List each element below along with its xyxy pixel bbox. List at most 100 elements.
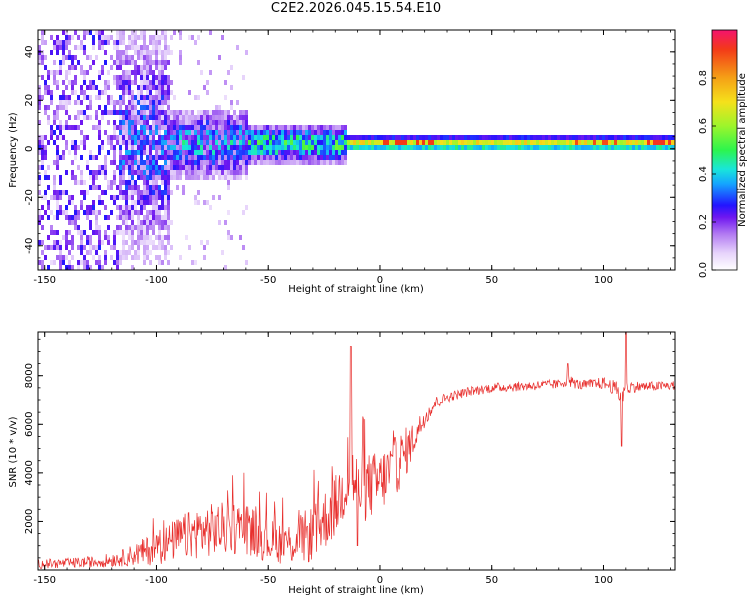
heatmap-cell bbox=[125, 145, 128, 150]
heatmap-cell bbox=[89, 95, 92, 100]
heatmap-cell bbox=[401, 145, 404, 150]
page-title: C2E2.2026.045.15.54.E10 bbox=[270, 1, 442, 16]
heatmap-cell bbox=[266, 125, 269, 130]
heatmap-cell bbox=[188, 145, 191, 150]
heatmap-cell bbox=[158, 225, 161, 230]
heatmap-cell bbox=[203, 140, 206, 145]
heatmap-cell bbox=[338, 150, 341, 155]
heatmap-cell bbox=[167, 260, 170, 265]
heatmap-cell bbox=[95, 125, 98, 130]
heatmap-cell bbox=[248, 130, 251, 135]
heatmap-cell bbox=[173, 165, 176, 170]
heatmap-cell bbox=[65, 45, 68, 50]
heatmap-cell bbox=[122, 195, 125, 200]
heatmap-cell bbox=[158, 155, 161, 160]
heatmap-cell bbox=[134, 140, 137, 145]
heatmap-cell bbox=[152, 70, 155, 75]
heatmap-cell bbox=[173, 175, 176, 180]
heatmap-cell bbox=[293, 145, 296, 150]
heatmap-cell bbox=[284, 140, 287, 145]
heatmap-cell bbox=[53, 160, 56, 165]
heatmap-cell bbox=[128, 145, 131, 150]
heatmap-cell bbox=[275, 160, 278, 165]
heatmap-cell bbox=[194, 95, 197, 100]
heatmap-cell bbox=[122, 55, 125, 60]
heatmap-cell bbox=[134, 125, 137, 130]
heatmap-cell bbox=[65, 120, 68, 125]
heatmap-cell bbox=[167, 160, 170, 165]
heatmap-cell bbox=[155, 105, 158, 110]
heatmap-cell bbox=[470, 140, 473, 145]
heatmap-cell bbox=[242, 140, 245, 145]
heatmap-cell bbox=[446, 140, 449, 145]
heatmap-cell bbox=[119, 210, 122, 215]
heatmap-cell bbox=[116, 255, 119, 260]
spectrogram-y-tick-label: 40 bbox=[24, 45, 35, 58]
heatmap-cell bbox=[95, 250, 98, 255]
heatmap-cell bbox=[239, 110, 242, 115]
heatmap-cell bbox=[62, 105, 65, 110]
heatmap-cell bbox=[332, 145, 335, 150]
heatmap-cell bbox=[143, 60, 146, 65]
heatmap-cell bbox=[65, 100, 68, 105]
heatmap-cell bbox=[83, 95, 86, 100]
spectrogram-x-tick-label: -150 bbox=[33, 275, 56, 286]
heatmap-cell bbox=[38, 220, 41, 225]
heatmap-cell bbox=[374, 140, 377, 145]
colorbar-label: Normalized spectral amplitude bbox=[737, 73, 748, 227]
heatmap-cell bbox=[119, 150, 122, 155]
heatmap-cell bbox=[251, 145, 254, 150]
heatmap-cell bbox=[206, 140, 209, 145]
heatmap-cell bbox=[152, 195, 155, 200]
heatmap-cell bbox=[155, 220, 158, 225]
heatmap-cell bbox=[164, 60, 167, 65]
heatmap-cell bbox=[122, 75, 125, 80]
heatmap-cell bbox=[272, 135, 275, 140]
heatmap-cell bbox=[158, 235, 161, 240]
heatmap-cell bbox=[164, 50, 167, 55]
heatmap-cell bbox=[83, 210, 86, 215]
heatmap-cell bbox=[110, 210, 113, 215]
heatmap-cell bbox=[41, 135, 44, 140]
heatmap-cell bbox=[116, 140, 119, 145]
heatmap-cell bbox=[245, 175, 248, 180]
heatmap-cell bbox=[68, 40, 71, 45]
heatmap-cell bbox=[206, 110, 209, 115]
heatmap-cell bbox=[452, 135, 455, 140]
heatmap-cell bbox=[509, 135, 512, 140]
heatmap-cell bbox=[74, 65, 77, 70]
heatmap-cell bbox=[101, 170, 104, 175]
heatmap-cell bbox=[113, 195, 116, 200]
heatmap-cell bbox=[161, 75, 164, 80]
heatmap-cell bbox=[125, 205, 128, 210]
heatmap-cell bbox=[338, 135, 341, 140]
heatmap-cell bbox=[206, 90, 209, 95]
heatmap-cell bbox=[137, 70, 140, 75]
heatmap-cell bbox=[641, 145, 644, 150]
heatmap-cell bbox=[530, 145, 533, 150]
heatmap-cell bbox=[236, 170, 239, 175]
heatmap-cell bbox=[314, 140, 317, 145]
heatmap-cell bbox=[128, 40, 131, 45]
heatmap-cell bbox=[203, 125, 206, 130]
heatmap-cell bbox=[152, 180, 155, 185]
heatmap-cell bbox=[71, 85, 74, 90]
heatmap-cell bbox=[260, 130, 263, 135]
heatmap-cell bbox=[299, 160, 302, 165]
heatmap-cell bbox=[650, 135, 653, 140]
heatmap-cell bbox=[221, 150, 224, 155]
heatmap-cell bbox=[59, 260, 62, 265]
heatmap-cell bbox=[623, 145, 626, 150]
heatmap-cell bbox=[161, 245, 164, 250]
heatmap-cell bbox=[170, 130, 173, 135]
heatmap-cell bbox=[167, 240, 170, 245]
heatmap-cell bbox=[434, 135, 437, 140]
heatmap-cell bbox=[266, 150, 269, 155]
heatmap-cell bbox=[62, 80, 65, 85]
heatmap-cell bbox=[212, 140, 215, 145]
heatmap-cell bbox=[119, 130, 122, 135]
heatmap-cell bbox=[155, 75, 158, 80]
heatmap-cell bbox=[77, 215, 80, 220]
heatmap-cell bbox=[65, 235, 68, 240]
heatmap-cell bbox=[131, 240, 134, 245]
